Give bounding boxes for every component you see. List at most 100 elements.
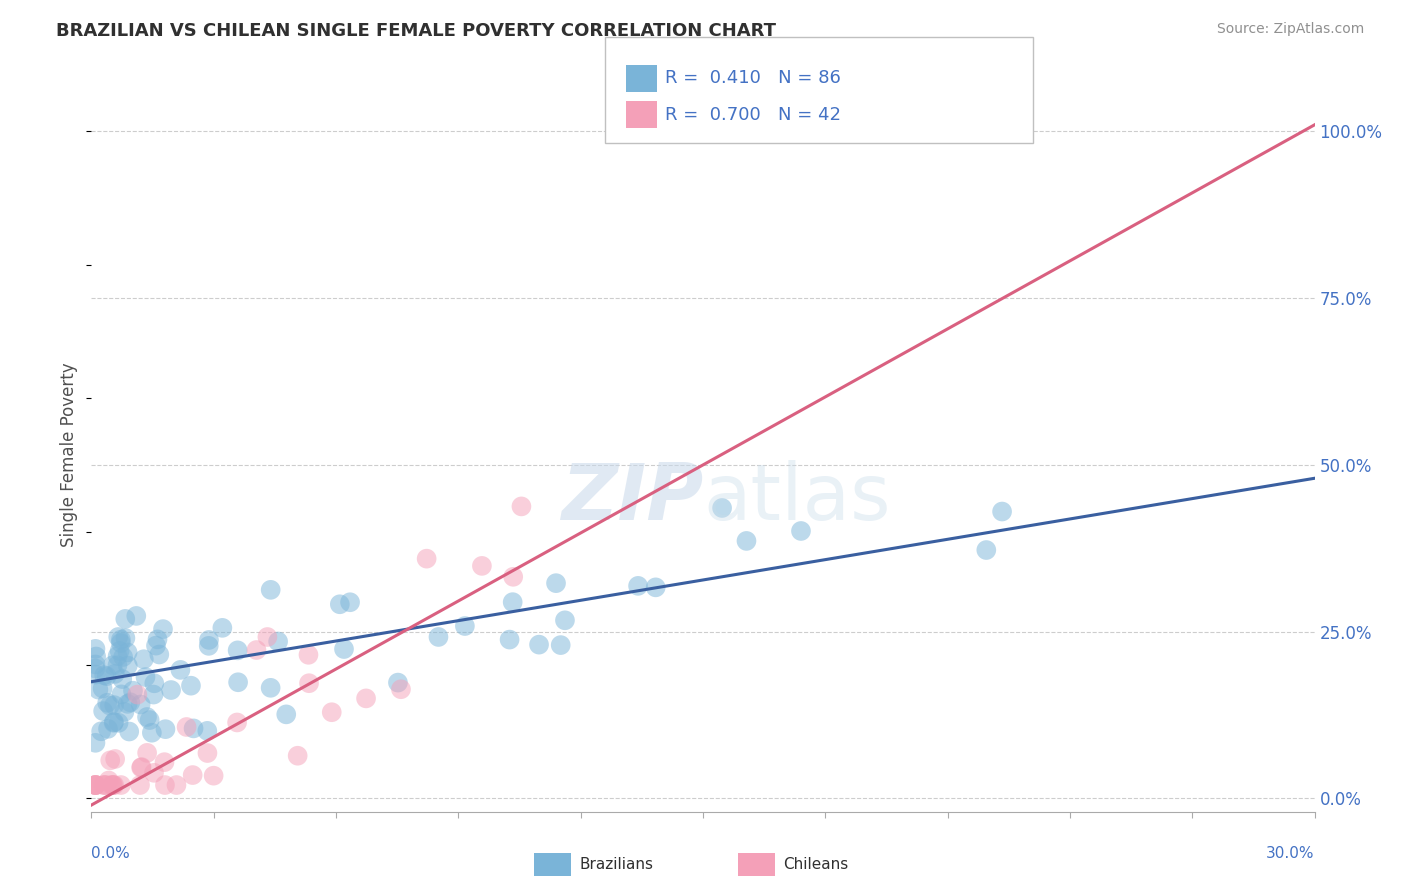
Point [256, 630, 278, 644]
Point [136, 710, 159, 724]
Point [197, 639, 219, 653]
Point [129, 760, 152, 774]
Point [354, 691, 377, 706]
Text: ZIP: ZIP [561, 459, 703, 536]
Text: atlas: atlas [703, 459, 890, 536]
Point [974, 543, 997, 558]
Point [98, 698, 121, 713]
Point [226, 643, 249, 657]
Point [118, 724, 141, 739]
Point [321, 705, 343, 719]
Point [427, 630, 450, 644]
Text: 30.0%: 30.0% [1267, 846, 1315, 861]
Point [110, 687, 132, 701]
Point [101, 778, 124, 792]
Point [260, 582, 283, 597]
Point [181, 768, 204, 782]
Point [498, 632, 520, 647]
Point [107, 715, 129, 730]
Point [84, 778, 107, 792]
Point [107, 630, 129, 644]
Point [136, 746, 159, 760]
Point [110, 636, 132, 650]
Point [169, 663, 191, 677]
Y-axis label: Single Female Poverty: Single Female Poverty [60, 363, 79, 547]
Point [84, 778, 107, 792]
Point [180, 679, 202, 693]
Text: Source: ZipAtlas.com: Source: ZipAtlas.com [1216, 22, 1364, 37]
Point [84, 649, 107, 664]
Point [117, 645, 139, 659]
Point [84, 778, 107, 792]
Point [91, 704, 114, 718]
Point [122, 683, 145, 698]
Point [114, 612, 136, 626]
Point [259, 681, 281, 695]
Point [550, 638, 572, 652]
Point [339, 595, 361, 609]
Point [544, 576, 567, 591]
Point [96, 696, 118, 710]
Point [110, 632, 132, 647]
Point [111, 672, 134, 686]
Point [120, 695, 142, 709]
Point [96, 669, 118, 683]
Point [155, 722, 177, 736]
Point [297, 648, 319, 662]
Point [991, 504, 1014, 518]
Point [87, 682, 110, 697]
Point [454, 619, 477, 633]
Text: BRAZILIAN VS CHILEAN SINGLE FEMALE POVERTY CORRELATION CHART: BRAZILIAN VS CHILEAN SINGLE FEMALE POVER… [56, 22, 776, 40]
Point [112, 649, 135, 664]
Point [389, 682, 412, 697]
Point [287, 748, 309, 763]
Point [143, 765, 166, 780]
Point [84, 736, 107, 750]
Point [129, 698, 152, 712]
Point [84, 641, 107, 656]
Point [145, 639, 167, 653]
Point [104, 666, 127, 681]
Point [183, 722, 205, 736]
Point [93, 668, 115, 682]
Point [84, 657, 107, 672]
Text: R =  0.410   N = 86: R = 0.410 N = 86 [665, 69, 841, 87]
Point [197, 746, 219, 760]
Point [195, 723, 218, 738]
Point [103, 778, 125, 792]
Point [226, 715, 249, 730]
Point [91, 681, 114, 696]
Point [127, 688, 149, 702]
Point [138, 713, 160, 727]
Point [134, 670, 156, 684]
Point [153, 778, 176, 792]
Point [101, 778, 124, 792]
Point [153, 755, 176, 769]
Point [267, 634, 290, 648]
Point [554, 613, 576, 627]
Point [298, 676, 321, 690]
Point [711, 500, 734, 515]
Point [117, 658, 139, 673]
Point [103, 715, 125, 730]
Text: 0.0%: 0.0% [91, 846, 131, 861]
Point [93, 778, 115, 792]
Point [125, 609, 148, 624]
Point [101, 658, 124, 673]
Point [152, 622, 174, 636]
Text: Chileans: Chileans [783, 857, 848, 871]
Point [141, 725, 163, 739]
Point [104, 752, 127, 766]
Point [117, 697, 139, 711]
Point [226, 675, 249, 690]
Point [276, 707, 298, 722]
Point [502, 595, 524, 609]
Point [146, 632, 169, 647]
Point [143, 676, 166, 690]
Point [110, 778, 132, 792]
Point [471, 558, 494, 573]
Point [790, 524, 813, 538]
Point [387, 675, 409, 690]
Point [198, 632, 221, 647]
Point [415, 551, 437, 566]
